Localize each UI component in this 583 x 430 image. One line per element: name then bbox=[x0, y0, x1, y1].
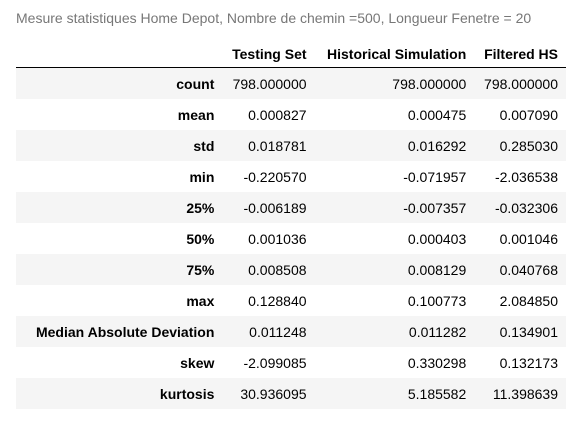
row-label: Median Absolute Deviation bbox=[35, 323, 215, 340]
row-label: skew bbox=[180, 354, 215, 371]
row-label: std bbox=[193, 137, 215, 154]
row-label: mean bbox=[177, 106, 215, 123]
table-cell: 0.011248 bbox=[249, 323, 307, 340]
index-header bbox=[16, 40, 223, 68]
table-cell: 798.000000 bbox=[392, 75, 467, 92]
table-row: kurtosis 30.936095 5.185582 11.398639 bbox=[16, 378, 566, 409]
table-cell: 0.001046 bbox=[499, 230, 558, 247]
table-cell: 0.100773 bbox=[407, 292, 467, 309]
table-cell: 0.008508 bbox=[248, 261, 307, 278]
table-row: min -0.220570 -0.071957 -2.036538 bbox=[16, 161, 566, 192]
column-header-historical-simulation: Historical Simulation bbox=[314, 40, 475, 68]
table-row: max 0.128840 0.100773 2.084850 bbox=[16, 285, 566, 316]
table-header-row: Testing Set Historical Simulation Filter… bbox=[16, 40, 566, 68]
table-cell: 0.018781 bbox=[248, 137, 307, 154]
table-row: std 0.018781 0.016292 0.285030 bbox=[16, 130, 566, 161]
table-cell: -0.006189 bbox=[243, 199, 307, 216]
table-cell: -0.007357 bbox=[403, 199, 467, 216]
table-cell: 5.185582 bbox=[407, 385, 467, 402]
column-header-filtered-hs: Filtered HS bbox=[474, 40, 566, 68]
table-cell: 30.936095 bbox=[240, 385, 307, 402]
table-cell: 0.330298 bbox=[407, 354, 467, 371]
table-cell: 798.000000 bbox=[232, 75, 307, 92]
table-row: count 798.000000 798.000000 798.000000 bbox=[16, 67, 566, 99]
table-cell: 0.016292 bbox=[407, 137, 467, 154]
statistics-table: Testing Set Historical Simulation Filter… bbox=[16, 40, 566, 409]
table-row: skew -2.099085 0.330298 0.132173 bbox=[16, 347, 566, 378]
table-cell: -0.220570 bbox=[243, 168, 307, 185]
column-header-testing-set: Testing Set bbox=[222, 40, 315, 68]
table-cell: -0.032306 bbox=[494, 199, 558, 216]
table-cell: 0.000827 bbox=[248, 106, 307, 123]
table-cell: 0.011282 bbox=[408, 323, 467, 340]
row-label: min bbox=[189, 168, 215, 185]
table-cell: 0.001036 bbox=[248, 230, 307, 247]
table-cell: 0.000475 bbox=[407, 106, 467, 123]
table-row: 50% 0.001036 0.000403 0.001046 bbox=[16, 223, 566, 254]
table-cell: -0.071957 bbox=[403, 168, 467, 185]
table-cell: 0.132173 bbox=[499, 354, 558, 371]
table-cell: 798.000000 bbox=[484, 75, 558, 92]
table-cell: 0.285030 bbox=[499, 137, 558, 154]
row-label: 75% bbox=[186, 261, 215, 278]
row-label: count bbox=[176, 75, 215, 92]
table-row: 75% 0.008508 0.008129 0.040768 bbox=[16, 254, 566, 285]
table-cell: 0.134901 bbox=[499, 323, 558, 340]
table-row: mean 0.000827 0.000475 0.007090 bbox=[16, 99, 566, 130]
table-cell: 0.040768 bbox=[499, 261, 558, 278]
table-cell: 11.398639 bbox=[492, 385, 558, 402]
table-cell: 0.007090 bbox=[499, 106, 558, 123]
table-cell: 2.084850 bbox=[499, 292, 558, 309]
table-cell: 0.128840 bbox=[248, 292, 307, 309]
table-caption: Mesure statistiques Home Depot, Nombre d… bbox=[16, 10, 532, 26]
row-label: 25% bbox=[186, 199, 215, 216]
table-cell: 0.000403 bbox=[407, 230, 467, 247]
table-cell: -2.099085 bbox=[243, 354, 307, 371]
row-label: kurtosis bbox=[159, 385, 215, 402]
table-cell: 0.008129 bbox=[407, 261, 467, 278]
table-body: count 798.000000 798.000000 798.000000 m… bbox=[16, 67, 566, 409]
row-label: 50% bbox=[186, 230, 215, 247]
table-row: 25% -0.006189 -0.007357 -0.032306 bbox=[16, 192, 566, 223]
table-row: Median Absolute Deviation 0.011248 0.011… bbox=[16, 316, 566, 347]
table-cell: -2.036538 bbox=[494, 168, 558, 185]
row-label: max bbox=[186, 292, 215, 309]
